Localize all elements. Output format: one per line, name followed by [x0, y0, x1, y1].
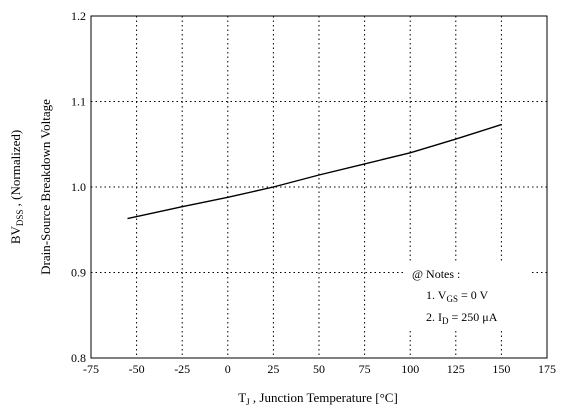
y-axis-label-line1: BVDSS , (Normalized)	[8, 130, 25, 244]
x-axis-label-unit: °C	[380, 390, 394, 405]
y-tick-label: 0.9	[71, 266, 86, 280]
x-axis-label-sub: J	[246, 397, 250, 407]
y-axis-label-sub: DSS	[15, 210, 25, 227]
x-tick-label: 50	[313, 362, 325, 376]
note-1-post: = 0 V	[458, 288, 489, 302]
x-tick-label: 0	[225, 362, 231, 376]
y-tick-label: 1.1	[71, 95, 86, 109]
plot-frame	[90, 15, 548, 359]
x-tick-label: 100	[401, 362, 419, 376]
note-2: 2. ID = 250 μA	[426, 310, 498, 326]
x-tick-label: -50	[129, 362, 145, 376]
x-tick-label: 125	[447, 362, 465, 376]
series-line	[127, 123, 502, 220]
x-tick-label: -25	[174, 362, 190, 376]
note-1: 1. VGS = 0 V	[426, 288, 489, 304]
note-2-pre: 2. I	[426, 310, 442, 324]
x-tick-labels: -75 -50 -25 0 25 50 75 100 125 150 175	[83, 362, 556, 376]
note-1-pre: 1. V	[426, 288, 447, 302]
y-axis-label-post: , (Normalized)	[8, 130, 23, 210]
series-layer	[127, 123, 502, 220]
x-tick-label: 25	[267, 362, 279, 376]
notes-title: @ Notes :	[412, 267, 460, 281]
note-2-sub: D	[442, 316, 449, 326]
y-tick-label: 0.8	[71, 351, 86, 365]
x-axis-label-main: T	[238, 390, 246, 405]
note-2-post: = 250 μA	[449, 310, 498, 324]
y-tick-labels: 0.8 0.9 1.0 1.1 1.2	[71, 9, 86, 365]
y-tick-label: 1.2	[71, 9, 86, 23]
x-tick-label: -75	[83, 362, 99, 376]
x-tick-label: 75	[359, 362, 371, 376]
x-tick-label: 175	[538, 362, 556, 376]
note-1-sub: GS	[446, 294, 458, 304]
y-axis-label-pre: BV	[8, 226, 23, 245]
y-axis-label-line2: Drain-Source Breakdown Voltage	[38, 99, 53, 275]
x-axis-label-rest: , Junction Temperature [	[250, 390, 380, 405]
y-tick-label: 1.0	[71, 180, 86, 194]
x-axis-label: TJ , Junction Temperature [°C]	[238, 390, 398, 407]
notes-box	[405, 261, 531, 329]
x-tick-label: 150	[492, 362, 510, 376]
x-axis-label-end: ]	[393, 390, 397, 405]
